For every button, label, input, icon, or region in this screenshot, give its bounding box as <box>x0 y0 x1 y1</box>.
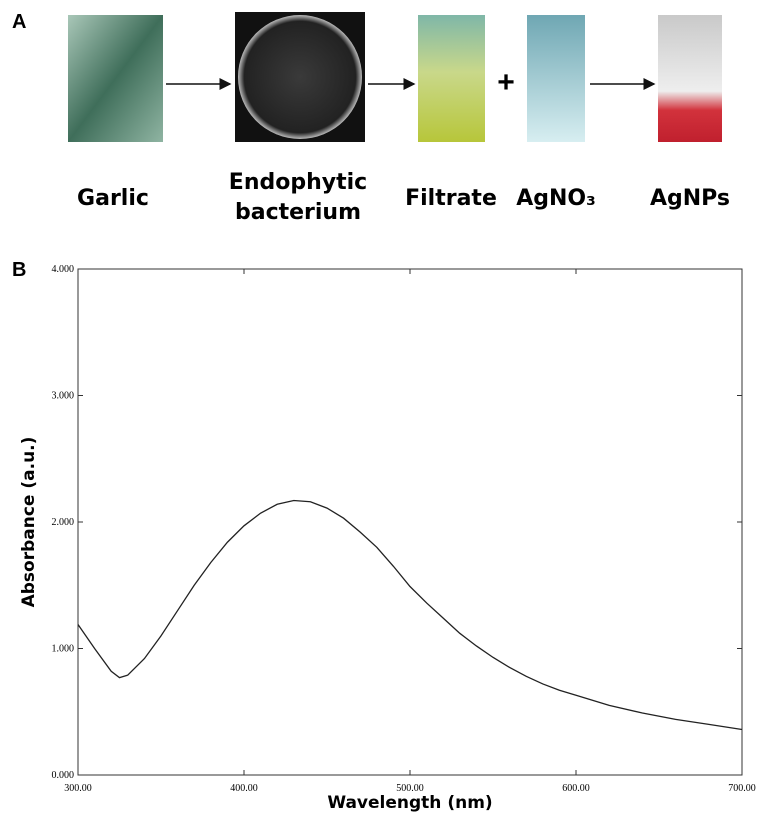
plot-frame <box>78 269 742 775</box>
x-tick-label: 700.00 <box>728 783 756 794</box>
y-tick-label: 1.000 <box>52 644 75 655</box>
agno3-photo <box>527 15 585 142</box>
panel-label: B <box>12 259 26 281</box>
step-label: Garlic <box>77 186 149 211</box>
y-axis-label: Absorbance (a.u.) <box>19 437 39 608</box>
petri-dish <box>238 15 362 139</box>
y-tick-label: 4.000 <box>52 264 75 275</box>
x-tick-label: 300.00 <box>64 783 92 794</box>
x-tick-label: 500.00 <box>396 783 424 794</box>
x-tick-label: 400.00 <box>230 783 258 794</box>
x-axis-label: Wavelength (nm) <box>327 793 492 813</box>
step-label: AgNPs <box>650 186 730 211</box>
figure: A + B Wavelength (nm) Absorbance (a.u.) … <box>0 0 758 820</box>
y-tick-label: 2.000 <box>52 517 75 528</box>
garlic-photo <box>68 15 163 142</box>
y-tick-label: 3.000 <box>52 391 75 402</box>
spectrum-line <box>78 501 742 730</box>
x-tick-label: 600.00 <box>562 783 590 794</box>
step-label: Filtrate <box>405 186 497 211</box>
y-tick-label: 0.000 <box>52 770 75 781</box>
panel-label: A <box>12 11 26 33</box>
agnps-photo <box>658 15 722 142</box>
filtrate-photo <box>418 15 485 142</box>
plus-sign: + <box>497 66 515 99</box>
step-label: AgNO₃ <box>516 186 596 211</box>
